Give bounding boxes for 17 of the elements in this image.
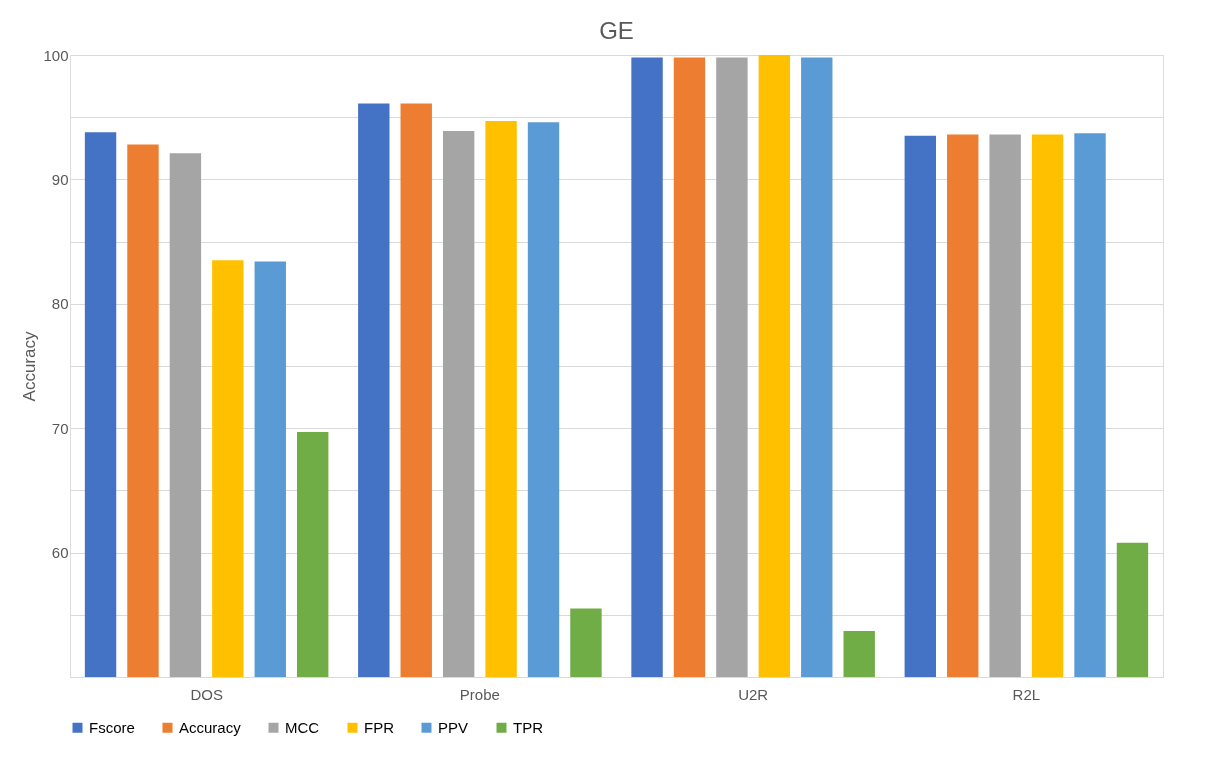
y-tick-label: 70 bbox=[51, 419, 69, 437]
y-tick-label: 80 bbox=[51, 295, 69, 313]
legend-label: Fscore bbox=[89, 718, 135, 736]
y-tick-label: 90 bbox=[51, 170, 69, 188]
legend-label: PPV bbox=[438, 718, 469, 736]
y-tick-label: 60 bbox=[51, 544, 69, 562]
legend-label: TPR bbox=[513, 718, 544, 736]
x-tick-label: U2R bbox=[738, 685, 769, 703]
x-tick-label: R2L bbox=[1012, 685, 1041, 703]
x-tick-label: Probe bbox=[459, 685, 500, 703]
legend-label: MCC bbox=[285, 718, 320, 736]
legend-label: Accuracy bbox=[179, 718, 242, 736]
x-tick-label: DOS bbox=[190, 685, 223, 703]
y-axis-title: Accuracy bbox=[20, 331, 40, 402]
legend-label: FPR bbox=[364, 718, 395, 736]
y-tick-label: 100 bbox=[43, 46, 69, 64]
chart-title: GE bbox=[599, 17, 634, 44]
